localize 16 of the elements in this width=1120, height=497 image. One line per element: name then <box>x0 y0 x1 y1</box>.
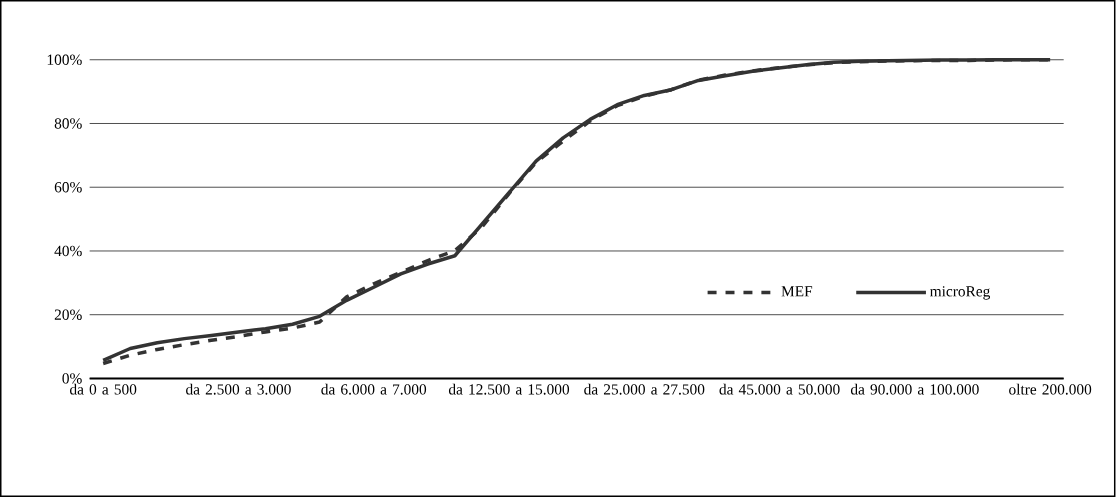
y-tick-label: 100% <box>47 54 82 65</box>
x-tick-label: da 2.500 a 3.000 <box>186 383 291 395</box>
y-tick-label: 80% <box>54 118 82 129</box>
x-tick-label: da 0 a 500 <box>69 383 137 395</box>
y-tick-label: 60% <box>54 182 82 193</box>
legend-label: microReg <box>930 286 991 300</box>
y-tick-label: 40% <box>54 245 82 257</box>
x-tick-label: da 12.500 a 15.000 <box>448 383 570 395</box>
y-tick-label: 20% <box>54 309 82 320</box>
x-tick-label: da 45.000 a 50.000 <box>719 383 840 395</box>
y-tick-label: 0% <box>62 373 82 384</box>
x-tick-label: da 6.000 a 7.000 <box>321 383 427 395</box>
legend-label: MEF <box>781 286 813 297</box>
x-tick-label: oltre 200.000 <box>1009 383 1092 395</box>
x-tick-label: da 25.000 a 27.500 <box>584 383 705 395</box>
x-tick-label: da 90.000 a 100.000 <box>850 383 979 395</box>
